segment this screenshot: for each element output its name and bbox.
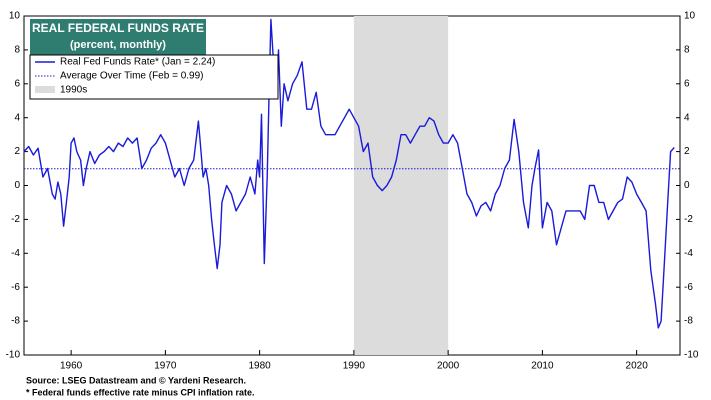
x-tick-label: 1980 [249,361,272,372]
x-tick-label: 2000 [437,361,460,372]
y2-tick-label: 0 [684,180,690,191]
shaded-region [353,16,449,355]
legend-label: 1990s [60,85,87,96]
x-tick-label: 1970 [154,361,177,372]
series-line [23,18,675,329]
chart-title: REAL FEDERAL FUNDS RATE [32,21,204,35]
y-tick-label: -4 [11,248,20,259]
title-box [30,19,206,55]
y-tick-label: 0 [14,180,20,191]
y2-tick-label: 6 [684,78,690,89]
y-tick-label: -2 [11,214,20,225]
x-tick-label: 1960 [60,361,83,372]
y-tick-label: 6 [14,78,20,89]
y2-tick-label: 8 [684,45,690,56]
y-tick-label: 2 [14,146,20,157]
legend-swatch [35,86,55,93]
legend-box [29,54,279,100]
y-tick-label: 4 [14,112,20,123]
x-tick-label: 2020 [626,361,649,372]
y2-tick-label: -6 [684,282,693,293]
x-tick-label: 2010 [531,361,554,372]
y2-tick-label: -2 [684,214,693,225]
y-tick-label: -6 [11,282,20,293]
chart-subtitle: (percent, monthly) [70,39,166,51]
y-tick-label: 10 [9,11,21,22]
footnote: Source: LSEG Datastream and © Yardeni Re… [26,375,246,385]
y2-tick-label: 4 [684,112,690,123]
x-tick-label: 1990 [343,361,366,372]
y2-tick-label: 10 [684,11,696,22]
footnote: * Federal funds effective rate minus CPI… [26,387,255,397]
legend-label: Average Over Time (Feb = 0.99) [60,71,204,82]
y2-tick-label: -8 [684,316,693,327]
y-tick-label: -8 [11,316,20,327]
y-tick-label: -10 [6,350,21,361]
y-tick-label: 8 [14,45,20,56]
y2-tick-label: 2 [684,146,690,157]
y2-tick-label: -4 [684,248,693,259]
legend-label: Real Fed Funds Rate* (Jan = 2.24) [60,57,215,68]
y2-tick-label: -10 [684,350,699,361]
